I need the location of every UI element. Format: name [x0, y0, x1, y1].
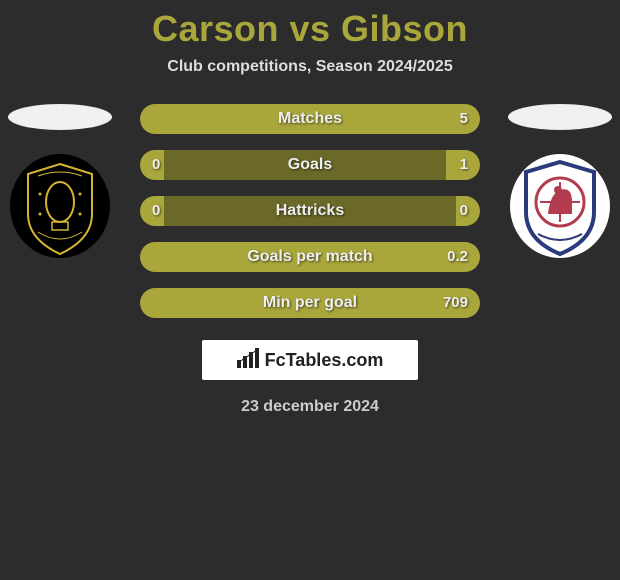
stat-label: Goals — [140, 150, 480, 180]
date-text: 23 december 2024 — [0, 398, 620, 416]
player-photo-placeholder-right — [508, 104, 612, 130]
comparison-content: Matches 5 0 Goals 1 0 Hattricks 0 Goals … — [0, 104, 620, 416]
stat-row: Matches 5 — [140, 104, 480, 134]
stat-value-right: 0.2 — [447, 242, 468, 272]
watermark-text: FcTables.com — [265, 350, 384, 371]
stat-label: Hattricks — [140, 196, 480, 226]
left-player-column — [8, 104, 112, 259]
stat-row: 0 Goals 1 — [140, 150, 480, 180]
stats-list: Matches 5 0 Goals 1 0 Hattricks 0 Goals … — [140, 104, 480, 318]
stat-row: Min per goal 709 — [140, 288, 480, 318]
right-club-badge — [510, 154, 610, 259]
stat-value-right: 0 — [460, 196, 468, 226]
page-title: Carson vs Gibson — [0, 0, 620, 50]
stat-label: Min per goal — [140, 288, 480, 318]
stat-label: Goals per match — [140, 242, 480, 272]
player-photo-placeholder-left — [8, 104, 112, 130]
right-player-column — [508, 104, 612, 259]
stat-value-right: 5 — [460, 104, 468, 134]
watermark-badge: FcTables.com — [202, 340, 418, 380]
stat-row: 0 Hattricks 0 — [140, 196, 480, 226]
stat-row: Goals per match 0.2 — [140, 242, 480, 272]
left-club-badge — [10, 154, 110, 259]
stat-value-right: 1 — [460, 150, 468, 180]
page-subtitle: Club competitions, Season 2024/2025 — [0, 58, 620, 76]
stat-value-right: 709 — [443, 288, 468, 318]
stat-label: Matches — [140, 104, 480, 134]
bar-chart-icon — [237, 348, 261, 373]
